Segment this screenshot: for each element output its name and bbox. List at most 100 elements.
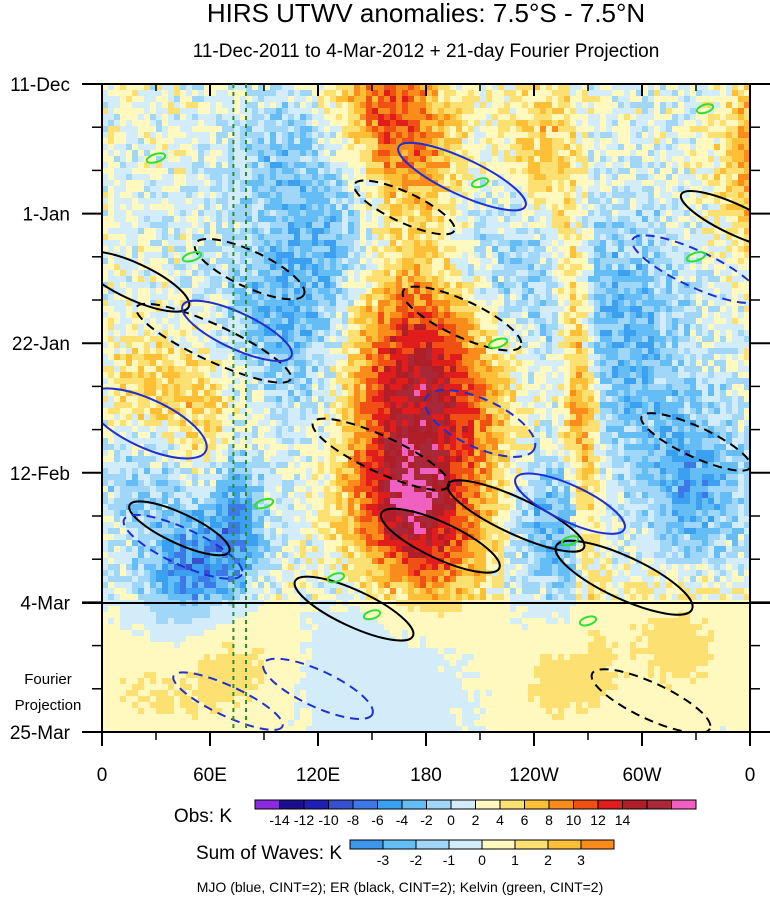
anomaly-cell	[642, 174, 649, 181]
anomaly-cell	[510, 270, 517, 277]
anomaly-cell	[390, 228, 397, 235]
anomaly-cell	[534, 204, 541, 211]
anomaly-cell	[696, 306, 703, 313]
anomaly-cell	[492, 162, 499, 169]
anomaly-cell	[624, 132, 631, 139]
anomaly-cell	[372, 312, 379, 319]
anomaly-cell	[468, 276, 475, 283]
anomaly-cell	[174, 234, 181, 241]
anomaly-cell	[426, 198, 433, 205]
anomaly-cell	[492, 192, 499, 199]
anomaly-cell	[294, 216, 301, 223]
anomaly-cell	[168, 282, 175, 289]
anomaly-cell	[210, 348, 217, 355]
anomaly-cell	[714, 186, 721, 193]
anomaly-cell	[630, 150, 637, 157]
anomaly-cell	[288, 180, 295, 187]
anomaly-cell	[432, 282, 439, 289]
anomaly-cell	[348, 258, 355, 265]
anomaly-cell	[642, 96, 649, 103]
anomaly-cell	[600, 282, 607, 289]
anomaly-cell	[150, 324, 157, 331]
anomaly-cell	[162, 180, 169, 187]
anomaly-cell	[222, 222, 229, 229]
anomaly-cell	[516, 312, 523, 319]
anomaly-cell	[744, 96, 750, 103]
anomaly-cell	[282, 300, 289, 307]
anomaly-cell	[294, 120, 301, 127]
anomaly-cell	[312, 138, 319, 145]
anomaly-cell	[492, 186, 499, 193]
anomaly-cell	[114, 330, 121, 337]
anomaly-cell	[204, 258, 211, 265]
anomaly-cell	[654, 204, 661, 211]
anomaly-cell	[708, 258, 715, 265]
anomaly-cell	[222, 288, 229, 295]
anomaly-cell	[600, 306, 607, 313]
anomaly-cell	[288, 192, 295, 199]
anomaly-cell	[726, 84, 733, 91]
anomaly-cell	[546, 276, 553, 283]
anomaly-cell	[600, 264, 607, 271]
anomaly-cell	[654, 210, 661, 217]
anomaly-cell	[504, 234, 511, 241]
anomaly-cell	[624, 312, 631, 319]
anomaly-cell	[114, 210, 121, 217]
anomaly-cell	[618, 234, 625, 241]
anomaly-cell	[546, 300, 553, 307]
anomaly-cell	[300, 288, 307, 295]
anomaly-cell	[732, 252, 739, 259]
anomaly-cell	[720, 288, 727, 295]
anomaly-cell	[576, 84, 583, 91]
anomaly-cell	[222, 354, 229, 361]
anomaly-cell	[396, 132, 403, 139]
anomaly-cell	[552, 240, 559, 247]
anomaly-cell	[264, 204, 271, 211]
anomaly-cell	[678, 258, 685, 265]
anomaly-cell	[234, 174, 241, 181]
anomaly-cell	[366, 162, 373, 169]
anomaly-cell	[114, 306, 121, 313]
anomaly-cell	[438, 276, 445, 283]
anomaly-cell	[354, 162, 361, 169]
anomaly-cell	[156, 126, 163, 133]
anomaly-cell	[180, 108, 187, 115]
anomaly-cell	[528, 168, 535, 175]
anomaly-cell	[240, 342, 247, 349]
anomaly-cell	[732, 102, 739, 109]
anomaly-cell	[276, 150, 283, 157]
anomaly-cell	[660, 312, 667, 319]
anomaly-cell	[666, 312, 673, 319]
anomaly-cell	[612, 312, 619, 319]
anomaly-cell	[714, 102, 721, 109]
anomaly-cell	[108, 156, 115, 163]
anomaly-cell	[264, 102, 271, 109]
anomaly-cell	[168, 162, 175, 169]
anomaly-cell	[120, 126, 127, 133]
anomaly-cell	[168, 246, 175, 253]
anomaly-cell	[108, 246, 115, 253]
anomaly-cell	[654, 228, 661, 235]
anomaly-cell	[684, 342, 691, 349]
anomaly-cell	[186, 156, 193, 163]
anomaly-cell	[210, 258, 217, 265]
anomaly-cell	[300, 276, 307, 283]
anomaly-cell	[618, 156, 625, 163]
anomaly-cell	[144, 84, 151, 91]
anomaly-cell	[708, 210, 715, 217]
anomaly-cell	[228, 246, 235, 253]
anomaly-cell	[420, 336, 427, 343]
anomaly-cell	[402, 228, 409, 235]
anomaly-cell	[714, 216, 721, 223]
anomaly-cell	[546, 150, 553, 157]
anomaly-cell	[300, 228, 307, 235]
anomaly-cell	[174, 258, 181, 265]
anomaly-cell	[186, 252, 193, 259]
anomaly-cell	[678, 204, 685, 211]
anomaly-cell	[510, 186, 517, 193]
anomaly-cell	[252, 132, 259, 139]
anomaly-cell	[354, 96, 361, 103]
anomaly-cell	[240, 114, 247, 121]
anomaly-cell	[666, 276, 673, 283]
anomaly-cell	[150, 174, 157, 181]
